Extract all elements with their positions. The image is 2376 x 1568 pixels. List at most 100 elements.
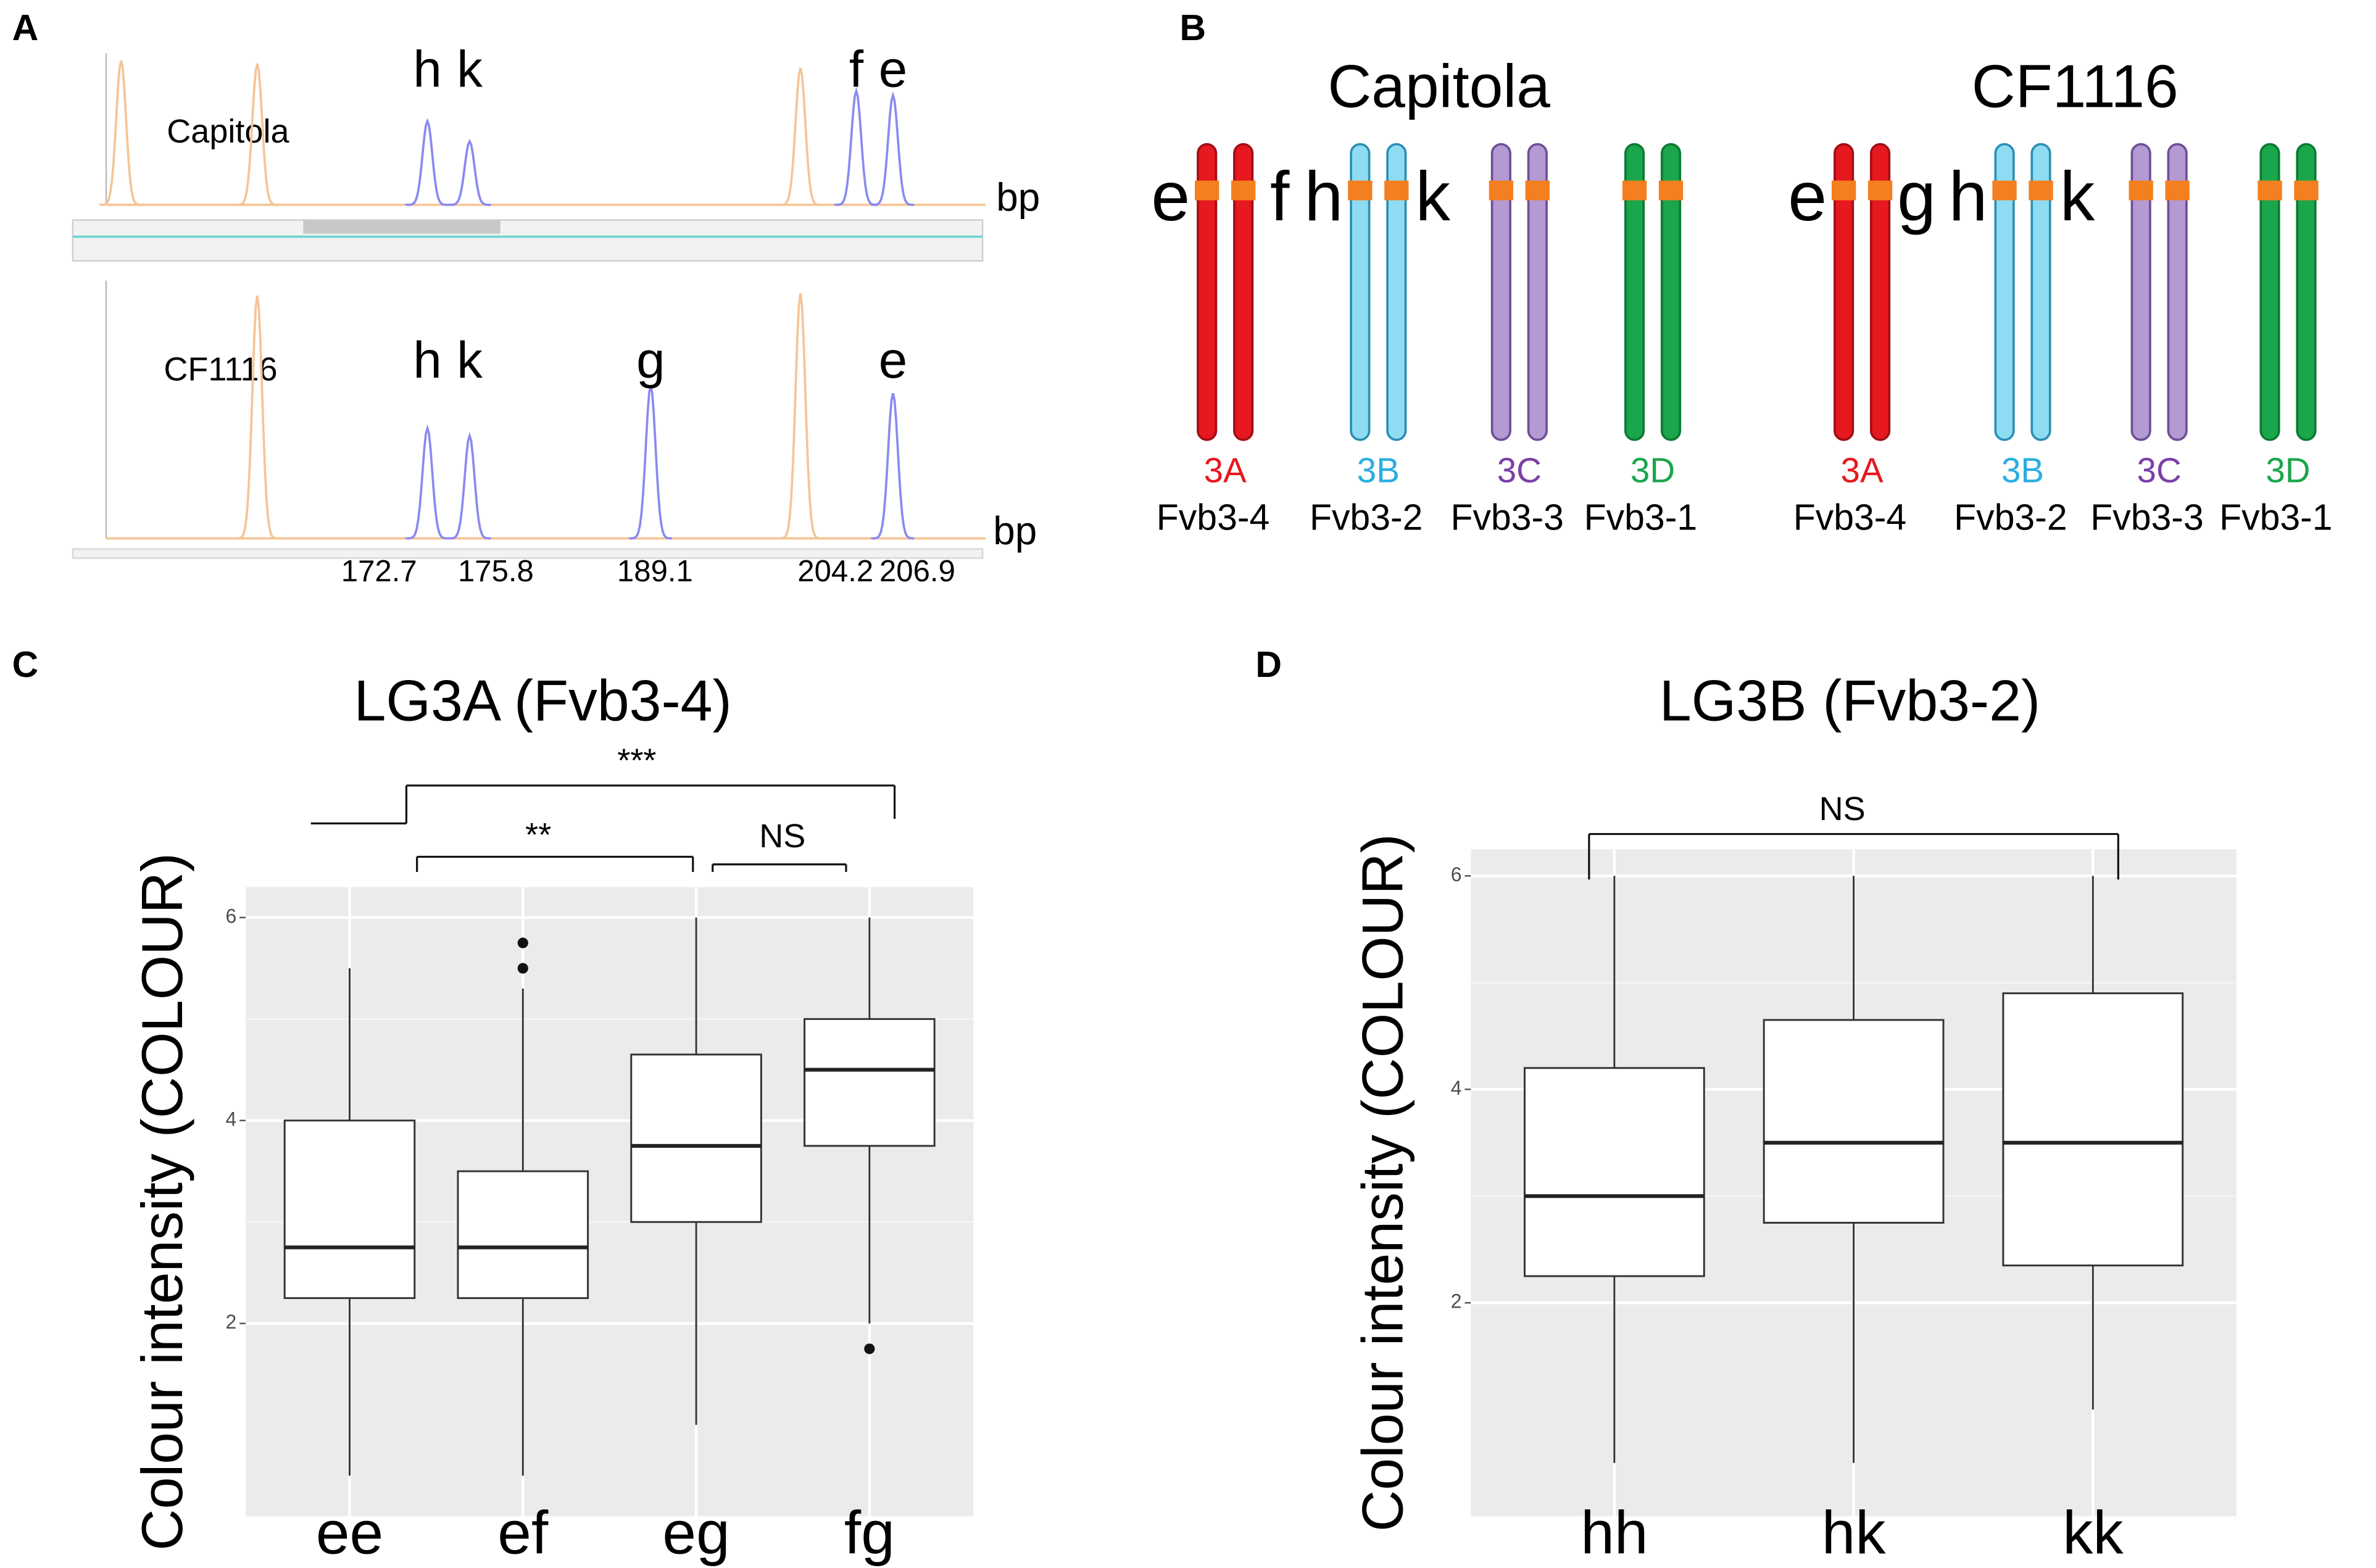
chart-title: LG3B (Fvb3-2) bbox=[1659, 668, 2040, 732]
group-label: 3C bbox=[2137, 451, 2182, 490]
chromosome bbox=[1386, 143, 1407, 441]
panel-label: D bbox=[1255, 645, 1282, 685]
allele-label: e bbox=[1788, 157, 1827, 235]
chromosome bbox=[2259, 143, 2280, 441]
y-tick-label: 6 bbox=[226, 905, 237, 927]
chromosome bbox=[2130, 143, 2151, 441]
allele-label: f bbox=[1270, 157, 1290, 235]
marker-band bbox=[1231, 180, 1256, 201]
chromosome bbox=[1350, 143, 1371, 441]
homeolog-name: Fvb3-3 bbox=[2090, 498, 2203, 538]
outlier bbox=[517, 937, 528, 948]
chromosome bbox=[1527, 143, 1548, 441]
allele-label: e bbox=[1151, 157, 1190, 235]
homeolog-name: Fvb3-3 bbox=[1450, 498, 1563, 538]
outlier bbox=[517, 963, 528, 974]
allele-peak bbox=[870, 91, 915, 206]
significance-label: NS bbox=[759, 818, 805, 855]
outlier bbox=[864, 1343, 875, 1354]
marker-band bbox=[1992, 180, 2017, 201]
unit-label: bp bbox=[993, 508, 1037, 553]
homeolog-name: Fvb3-2 bbox=[1954, 498, 2067, 538]
peak-label: e bbox=[879, 331, 907, 389]
chromosome bbox=[1994, 143, 2015, 441]
ladder-peak bbox=[778, 67, 822, 206]
genotype-title: Capitola bbox=[1327, 52, 1550, 120]
marker-band bbox=[1525, 180, 1550, 201]
group-label: 3D bbox=[1630, 451, 1675, 490]
trace-name: CF1116 bbox=[164, 351, 277, 388]
chromosome bbox=[1624, 143, 1645, 441]
chromosome bbox=[1834, 143, 1855, 441]
marker-band bbox=[1384, 180, 1409, 201]
marker-band bbox=[1867, 180, 1893, 201]
peak-label: k bbox=[457, 331, 483, 389]
chromosome bbox=[1490, 143, 1511, 441]
marker-band bbox=[2029, 180, 2053, 201]
group-label: 3C bbox=[1497, 451, 1542, 490]
group-label: 3A bbox=[1841, 451, 1884, 490]
allele-label: h bbox=[1949, 157, 1988, 235]
homeolog-name: Fvb3-4 bbox=[1793, 498, 1906, 538]
allele-peak bbox=[628, 385, 672, 540]
marker-band bbox=[1831, 180, 1856, 201]
group-label: 3A bbox=[1204, 451, 1247, 490]
allele-peak bbox=[834, 86, 878, 206]
chromosome bbox=[2030, 143, 2051, 441]
chromosome bbox=[1197, 143, 1218, 441]
x-tick-label: hh bbox=[1581, 1499, 1648, 1567]
group-label: 3B bbox=[2001, 451, 2044, 490]
group-label: 3D bbox=[2266, 451, 2310, 490]
peak-label: k bbox=[457, 39, 483, 97]
y-axis-label: Colour intensity (COLOUR) bbox=[130, 853, 194, 1551]
marker-band bbox=[2165, 180, 2190, 201]
chromosome bbox=[1660, 143, 1682, 441]
ui-scroll bbox=[303, 220, 501, 234]
marker-band bbox=[1622, 180, 1647, 201]
bp-label: 189.1 bbox=[617, 555, 693, 588]
x-tick-label: hk bbox=[1822, 1499, 1887, 1567]
y-tick-label: 2 bbox=[1451, 1290, 1462, 1313]
y-axis-label: Colour intensity (COLOUR) bbox=[1350, 834, 1415, 1532]
peak-label: f bbox=[849, 39, 864, 97]
ui-strip bbox=[72, 219, 984, 262]
marker-band bbox=[2294, 180, 2319, 201]
box bbox=[2002, 992, 2184, 1267]
allele-peak bbox=[447, 432, 491, 540]
panel-label: B bbox=[1179, 8, 1206, 48]
ui-strip bbox=[72, 548, 984, 559]
allele-label: g bbox=[1897, 157, 1936, 235]
box bbox=[457, 1170, 589, 1300]
box bbox=[283, 1119, 416, 1300]
x-tick-label: fg bbox=[844, 1499, 895, 1567]
marker-band bbox=[2258, 180, 2282, 201]
allele-peak bbox=[447, 139, 491, 206]
marker-band bbox=[2129, 180, 2153, 201]
homeolog-name: Fvb3-2 bbox=[1310, 498, 1423, 538]
marker-band bbox=[1489, 180, 1514, 201]
peak-label: h bbox=[413, 39, 441, 97]
unit-label: bp bbox=[996, 175, 1040, 219]
chromosome bbox=[1870, 143, 1891, 441]
homeolog-name: Fvb3-4 bbox=[1157, 498, 1269, 538]
y-tick-label: 4 bbox=[226, 1108, 237, 1130]
ladder-peak bbox=[99, 60, 143, 206]
marker-band bbox=[1348, 180, 1373, 201]
box bbox=[1763, 1019, 1945, 1224]
allele-label: k bbox=[2060, 157, 2095, 235]
y-tick-label: 6 bbox=[1451, 863, 1462, 886]
chromosome bbox=[2167, 143, 2188, 441]
x-tick-label: eg bbox=[662, 1499, 729, 1567]
significance-label: *** bbox=[617, 742, 656, 779]
bp-label: 175.8 bbox=[458, 555, 534, 588]
allele-label: k bbox=[1416, 157, 1451, 235]
bp-label: 204.2 bbox=[797, 555, 873, 588]
box bbox=[630, 1053, 762, 1223]
significance-label: ** bbox=[525, 816, 551, 853]
ladder-peak bbox=[235, 63, 279, 206]
peak-label: g bbox=[636, 331, 665, 389]
box bbox=[1523, 1067, 1705, 1277]
allele-peak bbox=[405, 118, 449, 206]
